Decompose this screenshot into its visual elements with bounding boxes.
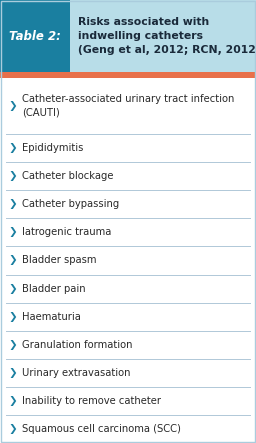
Text: ❯: ❯ [9,199,17,210]
Text: ❯: ❯ [9,284,17,294]
Text: Squamous cell carcinoma (SCC): Squamous cell carcinoma (SCC) [22,424,181,434]
Text: ❯: ❯ [9,171,17,181]
Text: Haematuria: Haematuria [22,312,81,322]
Text: Catheter-associated urinary tract infection
(CAUTI): Catheter-associated urinary tract infect… [22,94,234,118]
Bar [0,218,256,246]
Text: Table 2:: Table 2: [9,30,61,43]
Text: ❯: ❯ [9,368,17,378]
Text: ❯: ❯ [9,340,17,350]
Text: Epididymitis: Epididymitis [22,143,83,153]
Bar [0,134,256,162]
Bar [0,0,70,72]
Bar [0,275,256,303]
Text: ❯: ❯ [9,256,17,265]
Text: Granulation formation: Granulation formation [22,340,133,350]
Text: ❯: ❯ [9,143,17,153]
Bar [70,0,256,72]
Text: ❯: ❯ [9,312,17,322]
Bar [0,359,256,387]
Bar [0,415,256,443]
Text: ❯: ❯ [9,101,17,111]
Text: Bladder pain: Bladder pain [22,284,86,294]
Text: Catheter blockage: Catheter blockage [22,171,113,181]
Text: ❯: ❯ [9,396,17,406]
Text: Inability to remove catheter: Inability to remove catheter [22,396,161,406]
Bar [0,190,256,218]
Bar [0,387,256,415]
Text: Urinary extravasation: Urinary extravasation [22,368,131,378]
Text: ❯: ❯ [9,424,17,434]
Bar [0,162,256,190]
Text: Risks associated with
indwelling catheters
(Geng et al, 2012; RCN, 2012): Risks associated with indwelling cathete… [78,17,256,54]
Bar [0,330,256,359]
Text: Iatrogenic trauma: Iatrogenic trauma [22,227,111,237]
Text: ❯: ❯ [9,227,17,237]
Bar [0,72,256,78]
Bar [0,303,256,330]
Bar [0,78,256,134]
Bar [0,246,256,275]
Text: Bladder spasm: Bladder spasm [22,256,97,265]
Text: Catheter bypassing: Catheter bypassing [22,199,119,210]
